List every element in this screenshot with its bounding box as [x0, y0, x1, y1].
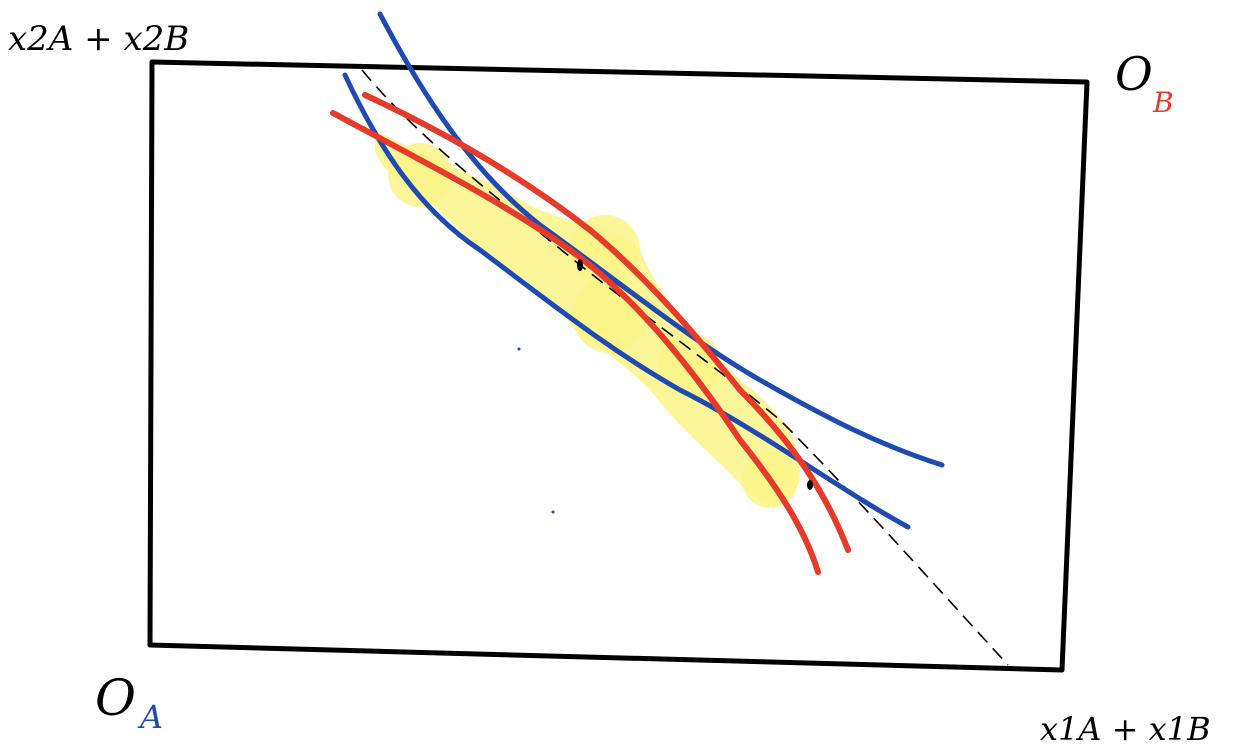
origin-b-letter: O	[1115, 47, 1153, 101]
blue-indifference-curve-2	[377, 11, 945, 468]
stray-dot	[517, 347, 521, 351]
edgeworth-box-outline	[147, 59, 1090, 673]
tangency-point-2	[807, 480, 813, 490]
x-axis-label: x1A + x1B	[1040, 710, 1211, 748]
red-indifference-curve-1	[330, 110, 821, 575]
origin-a-letter: O	[95, 669, 136, 727]
highlight-blob	[388, 143, 452, 207]
red-indifference-curve-2	[362, 92, 851, 553]
origin-a-subscript: A	[137, 698, 163, 736]
highlight-blob	[570, 215, 640, 285]
y-axis-label: x2A + x2B	[8, 19, 189, 59]
stray-dot	[551, 510, 555, 514]
tangency-point-1	[577, 259, 583, 271]
origin-b-subscript: B	[1152, 86, 1174, 119]
mutual-gain-highlight	[375, 130, 800, 508]
contract-curve-dashed	[361, 69, 1009, 666]
